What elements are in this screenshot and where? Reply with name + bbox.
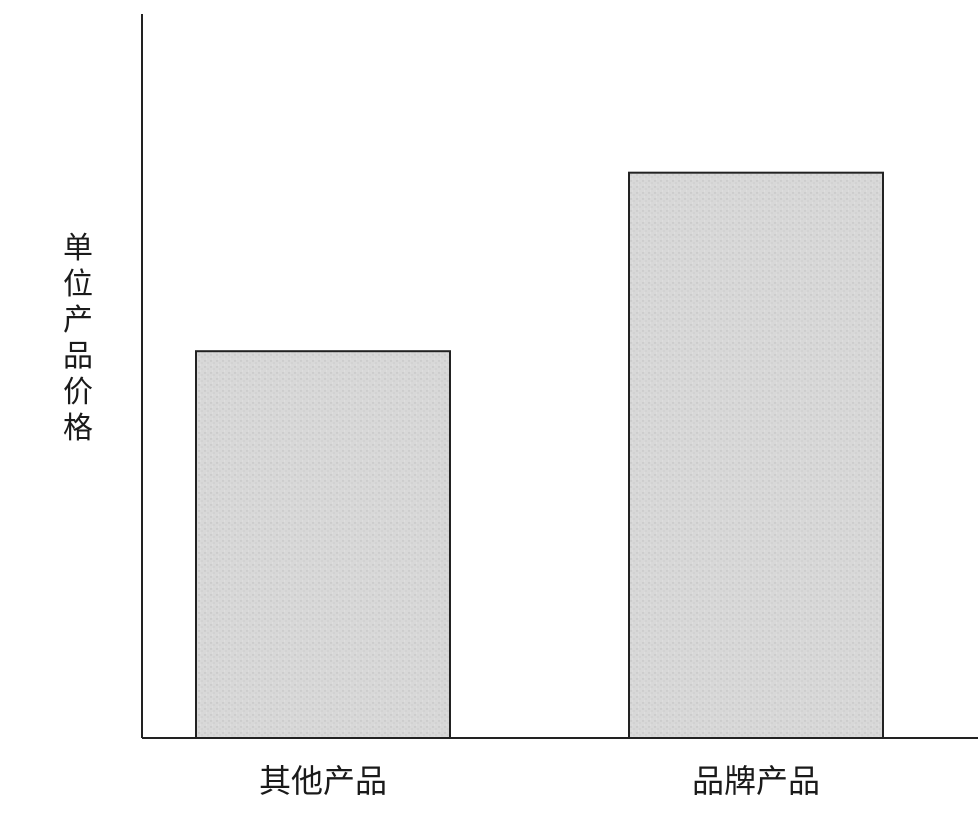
y-axis-label-char: 产 [63, 303, 93, 338]
x-tick-label: 品牌产品 [692, 762, 820, 800]
y-axis-label-char: 单 [63, 231, 93, 266]
y-axis-label-char: 价 [63, 375, 93, 410]
y-axis-label-char: 位 [63, 267, 93, 302]
x-tick-label: 其他产品 [259, 762, 387, 800]
bar-brand-products [628, 171, 884, 739]
y-axis-label-char: 格 [63, 411, 93, 446]
bars-group [195, 171, 884, 739]
bar-other-products [195, 350, 451, 739]
y-axis-label-char: 品 [63, 339, 93, 374]
x-tick-labels: 其他产品 品牌产品 [259, 762, 820, 800]
